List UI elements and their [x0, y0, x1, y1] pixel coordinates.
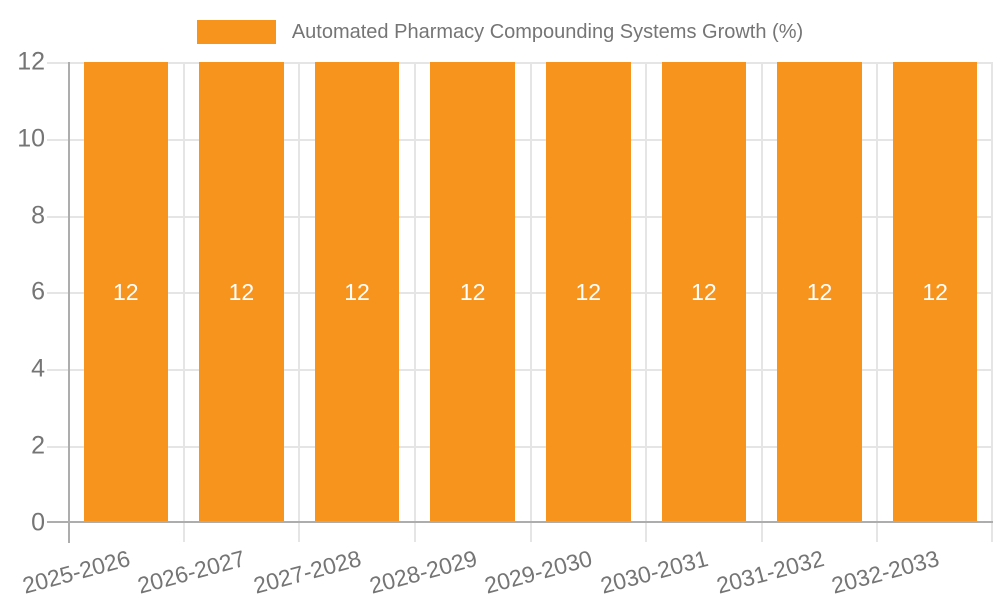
x-tick-label: 2027-2028 [250, 545, 364, 599]
gridline-vertical [298, 62, 301, 542]
bar-value-label: 12 [575, 279, 602, 305]
bar-value-label: 12 [344, 279, 370, 305]
gridline-vertical [529, 62, 532, 542]
y-axis-line [68, 62, 70, 543]
x-axis-line [47, 521, 993, 523]
y-tick-label: 12 [17, 47, 45, 76]
gridline-horizontal [47, 292, 993, 294]
bar[interactable]: 12 [430, 62, 515, 523]
bar-value-label: 12 [922, 279, 948, 305]
bar-cell: 12 [415, 62, 531, 523]
bar-value-label: 12 [806, 279, 833, 305]
bar[interactable]: 12 [83, 62, 169, 523]
x-tick-label: 2026-2027 [135, 545, 249, 599]
plot-area: 12 12 12 12 12 [47, 62, 993, 543]
y-tick-label: 4 [31, 354, 45, 383]
bar[interactable]: 12 [199, 62, 284, 523]
bar-value-label: 12 [459, 279, 486, 305]
gridline-vertical [760, 62, 763, 542]
bar-value-label: 12 [228, 279, 255, 305]
y-tick-label: 2 [31, 431, 45, 460]
bar-cell: 12 [184, 62, 300, 523]
x-tick-label: 2031-2032 [713, 545, 827, 599]
bar-cell: 12 [68, 62, 184, 523]
gridline-vertical [991, 62, 993, 542]
gridline-horizontal [47, 62, 993, 64]
bar-cell: 12 [877, 62, 993, 523]
gridline-horizontal [47, 446, 993, 448]
gridline-horizontal [47, 216, 993, 218]
bar[interactable]: 12 [546, 62, 631, 523]
y-tick-label: 6 [31, 277, 45, 306]
bar[interactable]: 12 [314, 62, 400, 523]
x-tick-label: 2032-2033 [828, 545, 942, 599]
gridline-vertical [645, 62, 648, 542]
bar-cell: 12 [531, 62, 647, 523]
x-tick-label: 2028-2029 [366, 545, 480, 599]
legend-swatch[interactable] [196, 20, 276, 44]
gridline-vertical [413, 62, 416, 542]
gridline-horizontal [47, 369, 993, 371]
x-tick-label: 2029-2030 [482, 545, 596, 599]
bar[interactable]: 12 [661, 62, 747, 523]
y-axis-labels: 12 10 8 6 4 2 0 [0, 48, 45, 537]
legend-label[interactable]: Automated Pharmacy Compounding Systems G… [291, 21, 804, 43]
bar[interactable]: 12 [777, 62, 862, 523]
x-tick-label: 2030-2031 [597, 545, 711, 599]
legend: Automated Pharmacy Compounding Systems G… [0, 20, 1000, 44]
y-tick-label: 10 [17, 124, 45, 153]
gridline-horizontal [47, 139, 993, 141]
gridline-vertical [182, 62, 185, 542]
bar-cell: 12 [762, 62, 878, 523]
x-tick-label: 2025-2026 [19, 545, 133, 599]
gridline-vertical [876, 62, 879, 542]
bar-value-label: 12 [691, 279, 717, 305]
bar-value-label: 12 [113, 279, 139, 305]
bar[interactable]: 12 [892, 62, 978, 523]
y-tick-label: 0 [31, 508, 45, 537]
bar-cell: 12 [646, 62, 762, 523]
bar-cell: 12 [299, 62, 415, 523]
y-tick-label: 8 [31, 201, 45, 230]
bars-container: 12 12 12 12 12 [68, 62, 993, 523]
